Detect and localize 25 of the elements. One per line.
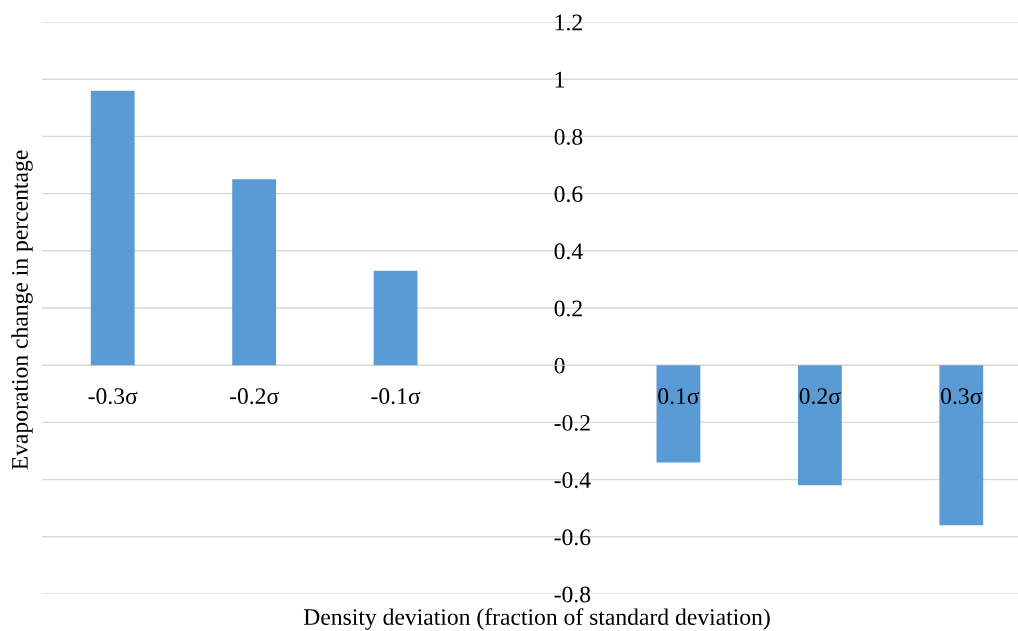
bar [373,270,418,366]
y-tick-label: -0.2 [554,414,590,431]
x-tick-label: 0.1σ [658,388,700,405]
y-tick-label: -0.6 [554,529,591,546]
y-tick-label: 0.2 [554,300,582,317]
x-tick-label: -0.1σ [371,388,421,405]
bar [90,90,135,366]
x-tick-label: 0.3σ [941,388,983,405]
y-tick-label: 1 [555,71,565,88]
x-tick-label: -0.3σ [88,388,138,405]
y-tick-label: 1.2 [555,14,582,31]
x-tick-label: 0.2σ [799,388,841,405]
x-tick-label: -0.2σ [229,388,279,405]
y-tick-label: -0.8 [554,586,591,603]
bar [656,365,701,463]
bar [232,179,277,366]
y-tick-label: -0.4 [554,472,591,489]
y-tick-label: 0.4 [554,243,583,260]
y-axis-title: Evaporation change in percentage [11,150,33,470]
y-tick-label: 0.8 [554,128,583,145]
bar [939,365,984,526]
x-axis-title: Density deviation (fraction of standard deviation) [303,608,770,630]
bar [797,365,842,486]
y-tick-label: 0.6 [554,186,583,203]
y-tick-label: 0 [554,357,565,374]
